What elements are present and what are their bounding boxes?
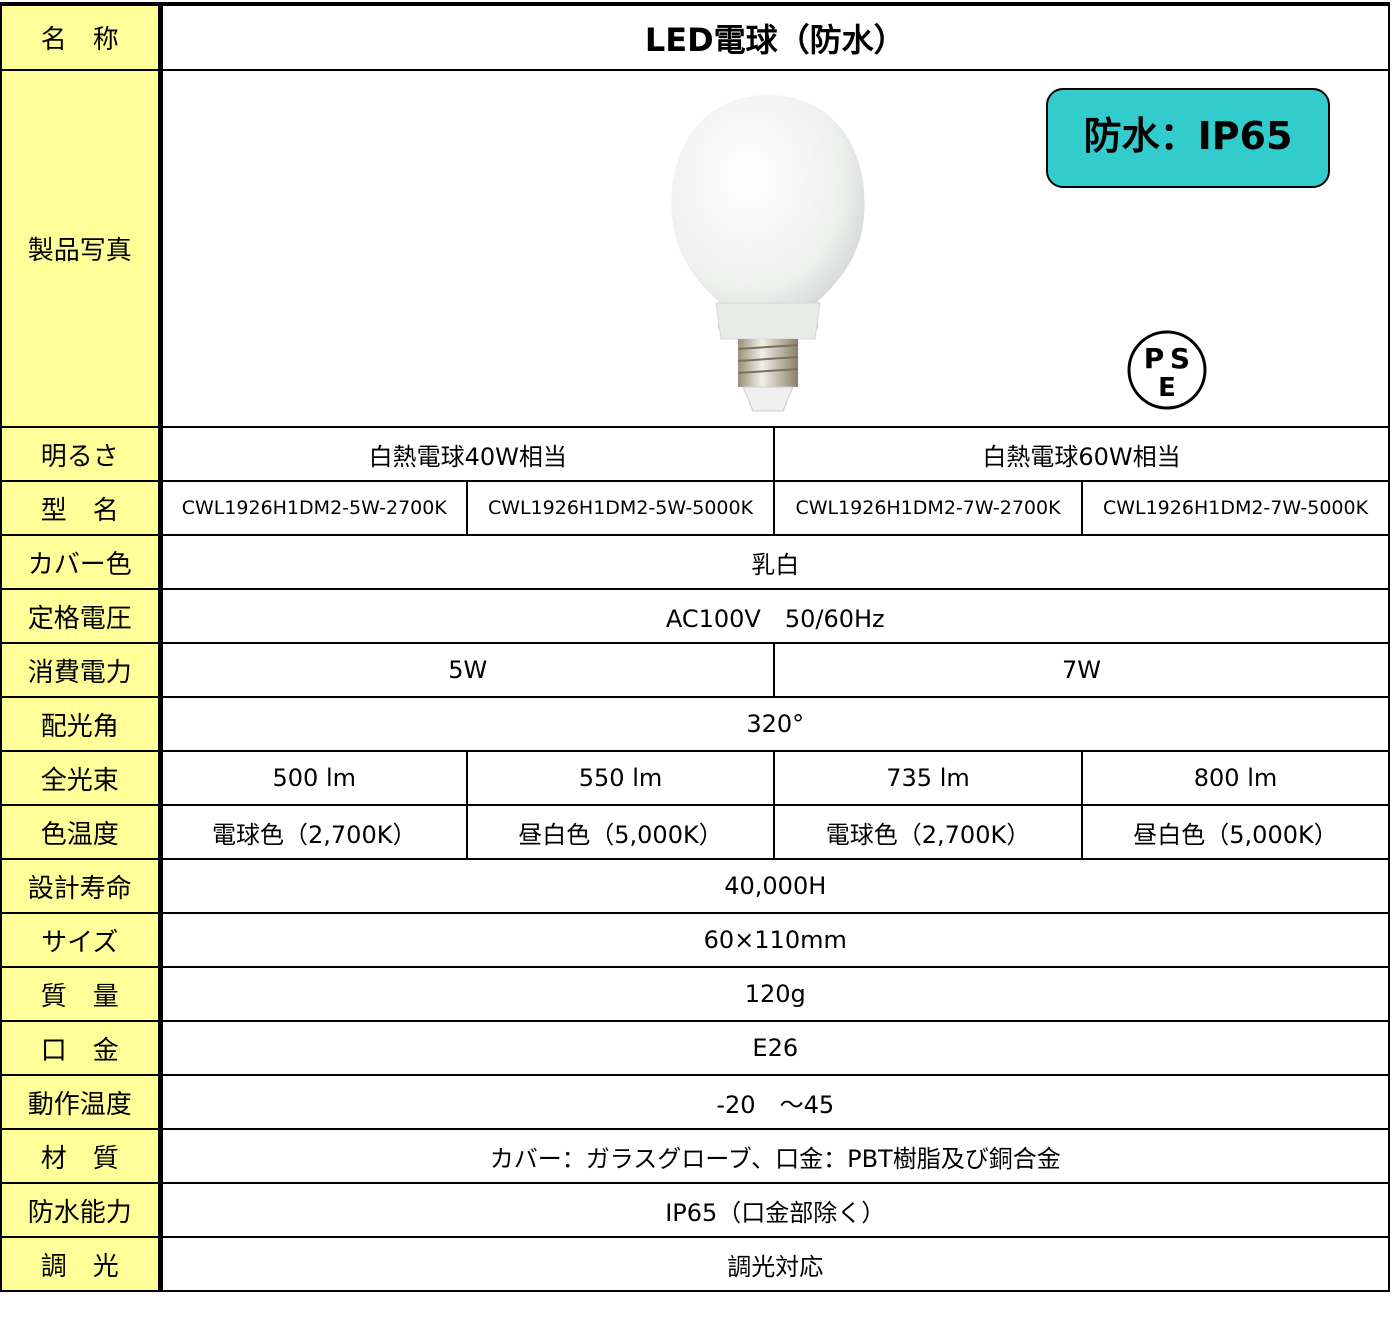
row-value: CWL1926H1DM2-5W-5000K	[466, 480, 775, 536]
row-label: サイズ	[0, 912, 163, 968]
row-value: 800 lm	[1080, 750, 1391, 806]
row-value: 昼白色（5,000K）	[466, 804, 775, 860]
row-value: 120g	[158, 966, 1391, 1022]
row-value: AC100V 50/60Hz	[158, 588, 1391, 644]
header-label: 名 称	[0, 2, 163, 71]
row-label: 全光束	[0, 750, 163, 806]
photo-cell: 防水：IP65 P S E	[158, 69, 1391, 428]
row-value: 白熱電球60W相当	[772, 426, 1391, 482]
pse-circle	[1127, 330, 1206, 410]
row-label: 質 量	[0, 966, 163, 1022]
row-value: 電球色（2,700K）	[773, 804, 1083, 860]
spec-row: 明るさ 白熱電球40W相当 白熱電球60W相当	[0, 426, 1391, 482]
row-label: 定格電圧	[0, 588, 163, 644]
row-value: E26	[158, 1020, 1391, 1076]
spec-row: 全光束 500 lm 550 lm 735 lm 800 lm	[0, 750, 1391, 806]
spec-row: 定格電圧 AC100V 50/60Hz	[0, 588, 1391, 644]
row-label: カバー色	[0, 534, 163, 590]
row-value: 電球色（2,700K）	[159, 804, 468, 860]
row-value: 320°	[158, 696, 1391, 752]
row-label: 防水能力	[0, 1182, 163, 1238]
spec-row: 配光角 320°	[0, 696, 1391, 752]
row-value: 500 lm	[159, 750, 468, 806]
spec-row: 消費電力 5W 7W	[0, 642, 1391, 698]
row-value: CWL1926H1DM2-5W-2700K	[159, 480, 468, 536]
row-value: 乳白	[158, 534, 1391, 590]
spec-row: カバー色 乳白	[0, 534, 1391, 590]
row-label: 配光角	[0, 696, 163, 752]
row-value: 白熱電球40W相当	[159, 426, 775, 482]
photo-label: 製品写真	[0, 69, 163, 428]
photo-area: 防水：IP65 P S E	[670, 88, 1330, 412]
row-value: CWL1926H1DM2-7W-5000K	[1080, 480, 1391, 536]
spec-row: 口 金 E26	[0, 1020, 1391, 1076]
spec-row: 質 量 120g	[0, 966, 1391, 1022]
row-value: 40,000H	[158, 858, 1391, 914]
pse-letter: P	[1143, 342, 1164, 375]
spec-row: 設計寿命 40,000H	[0, 858, 1391, 914]
pse-letter: E	[1158, 373, 1176, 403]
spec-table: 名 称 LED電球（防水） 製品写真 防水：IP65 P S E 明るさ 白熱電球…	[0, 2, 1391, 1292]
row-label: 口 金	[0, 1020, 163, 1076]
photo-row: 製品写真 防水：IP65 P S E	[0, 69, 1391, 428]
bulb-image	[670, 95, 865, 412]
spec-row: 防水能力 IP65（口金部除く）	[0, 1182, 1391, 1238]
row-value: 550 lm	[466, 750, 775, 806]
spec-row: 型 名 CWL1926H1DM2-5W-2700K CWL1926H1DM2-5W-…	[0, 480, 1391, 536]
row-value: CWL1926H1DM2-7W-2700K	[773, 480, 1083, 536]
pse-letter: S	[1169, 342, 1189, 375]
spec-row: 動作温度 -20 ～45	[0, 1074, 1391, 1130]
spec-row: 色温度 電球色（2,700K） 昼白色（5,000K） 電球色（2,700K） 昼白色（…	[0, 804, 1391, 860]
row-value: 7W	[772, 642, 1391, 698]
row-label: 明るさ	[0, 426, 163, 482]
row-value: 60×110mm	[158, 912, 1391, 968]
header-row: 名 称 LED電球（防水）	[0, 2, 1391, 71]
row-value: 調光対応	[158, 1236, 1391, 1292]
row-label: 型 名	[0, 480, 163, 536]
row-label: 動作温度	[0, 1074, 163, 1130]
row-label: 調 光	[0, 1236, 163, 1292]
badge-text: 防水：IP65	[1083, 114, 1292, 158]
row-label: 消費電力	[0, 642, 163, 698]
row-label: 色温度	[0, 804, 163, 860]
row-value: 5W	[159, 642, 775, 698]
spec-row: 調 光調光対応	[0, 1236, 1391, 1292]
row-value: 昼白色（5,000K）	[1080, 804, 1391, 860]
row-label: 設計寿命	[0, 858, 163, 914]
row-value: IP65（口金部除く）	[158, 1182, 1391, 1238]
row-label: 材 質	[0, 1128, 163, 1184]
row-value: -20 ～45	[158, 1074, 1391, 1130]
spec-row: 材 質カバー：ガラスグローブ、口金：PBT樹脂及び銅合金	[0, 1128, 1391, 1184]
row-value: カバー：ガラスグローブ、口金：PBT樹脂及び銅合金	[158, 1128, 1391, 1184]
spec-row: サイズ 60×110mm	[0, 912, 1391, 968]
row-value: 735 lm	[773, 750, 1083, 806]
badge	[1045, 88, 1330, 188]
product-title: LED電球（防水）	[158, 2, 1391, 71]
